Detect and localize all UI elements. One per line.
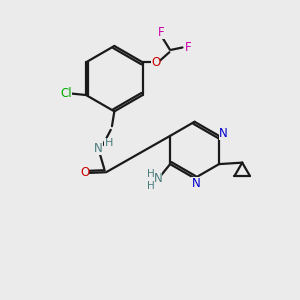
Text: N: N: [219, 127, 228, 140]
Text: O: O: [80, 167, 89, 179]
Text: F: F: [185, 41, 192, 54]
Text: H: H: [147, 169, 155, 179]
Text: N: N: [154, 172, 162, 185]
Text: H: H: [104, 138, 113, 148]
Text: Cl: Cl: [60, 87, 72, 100]
Text: F: F: [158, 26, 165, 39]
Text: H: H: [147, 182, 155, 191]
Text: N: N: [191, 177, 200, 190]
Text: N: N: [94, 142, 103, 155]
Text: O: O: [151, 56, 160, 69]
